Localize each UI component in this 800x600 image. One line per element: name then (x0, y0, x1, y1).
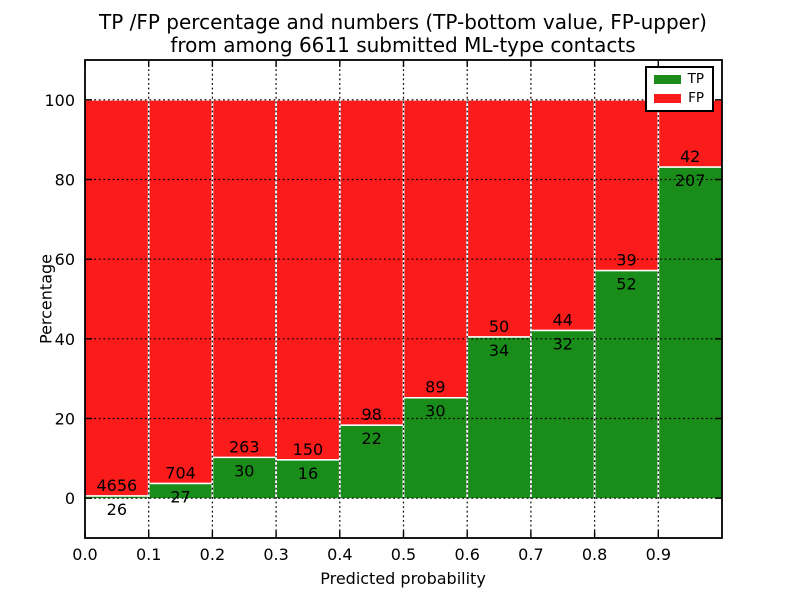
fp-count-label-7: 44 (553, 310, 573, 329)
bar-tp-2 (212, 457, 277, 499)
fp-count-label-9: 42 (680, 147, 700, 166)
x-tick-label-0.2: 0.2 (200, 545, 225, 564)
bar-tp-5 (403, 397, 468, 499)
bar-tp-1 (148, 483, 213, 499)
fp-count-label-0: 4656 (96, 476, 137, 495)
y-tick-label-60: 60 (55, 250, 75, 269)
fp-count-label-1: 704 (165, 463, 196, 482)
bar-tp-3 (276, 459, 340, 499)
x-tick-label-0.0: 0.0 (72, 545, 97, 564)
tp-count-label-4: 22 (361, 429, 381, 448)
y-tick-label-0: 0 (65, 489, 75, 508)
tp-count-label-6: 34 (489, 341, 509, 360)
chart-title-line1: TP /FP percentage and numbers (TP-bottom… (99, 10, 707, 34)
bar-tp-7 (530, 330, 595, 499)
bar-fp-2 (212, 99, 277, 458)
x-axis-label: Predicted probability (320, 569, 486, 588)
legend-label-tp: TP (687, 71, 704, 88)
bar-fp-4 (339, 99, 404, 426)
tp-count-label-5: 30 (425, 402, 445, 421)
bar-fp-1 (148, 99, 213, 484)
tp-count-label-9: 207 (675, 171, 706, 190)
x-tick-label-0.9: 0.9 (646, 545, 671, 564)
bar-tp-4 (339, 425, 404, 499)
fp-color-swatch (654, 93, 681, 103)
bar-fp-3 (276, 99, 340, 460)
x-tick-label-0.1: 0.1 (136, 545, 161, 564)
bar-tp-0 (85, 495, 149, 499)
y-axis-label: Percentage (36, 253, 56, 345)
bar-tp-8 (594, 270, 659, 499)
tp-color-swatch (654, 75, 681, 85)
x-tick-label-0.5: 0.5 (391, 545, 416, 564)
y-tick-label-80: 80 (55, 171, 75, 190)
y-tick-label-40: 40 (55, 330, 75, 349)
legend-label-fp: FP (688, 89, 704, 106)
bar-fp-7 (530, 99, 595, 331)
bar-fp-0 (85, 99, 149, 496)
x-tick-label-0.4: 0.4 (327, 545, 352, 564)
tp-count-label-2: 30 (234, 461, 254, 480)
tp-count-label-1: 27 (170, 487, 190, 506)
tp-count-label-3: 16 (298, 464, 318, 483)
bar-tp-6 (467, 336, 531, 499)
fp-count-label-5: 89 (425, 378, 445, 397)
tp-count-label-7: 32 (553, 334, 573, 353)
bar-fp-5 (403, 99, 468, 398)
fp-count-label-2: 263 (229, 437, 260, 456)
fp-count-label-3: 150 (293, 440, 324, 459)
x-tick-label-0.8: 0.8 (582, 545, 607, 564)
chart-title-line2: from among 6611 submitted ML-type contac… (170, 33, 636, 57)
bar-tp-9 (658, 167, 722, 499)
tp-count-label-8: 52 (616, 275, 636, 294)
bar-fp-6 (467, 99, 531, 337)
tp-count-label-0: 26 (107, 500, 127, 519)
fp-count-label-4: 98 (361, 405, 381, 424)
bar-fp-8 (594, 99, 659, 271)
fp-count-label-8: 39 (616, 251, 636, 270)
legend-item-tp: TP (654, 71, 704, 89)
legend: TP FP (645, 66, 714, 112)
x-tick-label-0.3: 0.3 (263, 545, 288, 564)
y-tick-label-20: 20 (55, 410, 75, 429)
x-tick-label-0.6: 0.6 (454, 545, 479, 564)
legend-item-fp: FP (654, 89, 704, 107)
fp-count-label-6: 50 (489, 317, 509, 336)
chart-title: TP /FP percentage and numbers (TP-bottom… (99, 11, 707, 57)
y-tick-label-100: 100 (44, 91, 75, 110)
x-tick-label-0.7: 0.7 (518, 545, 543, 564)
